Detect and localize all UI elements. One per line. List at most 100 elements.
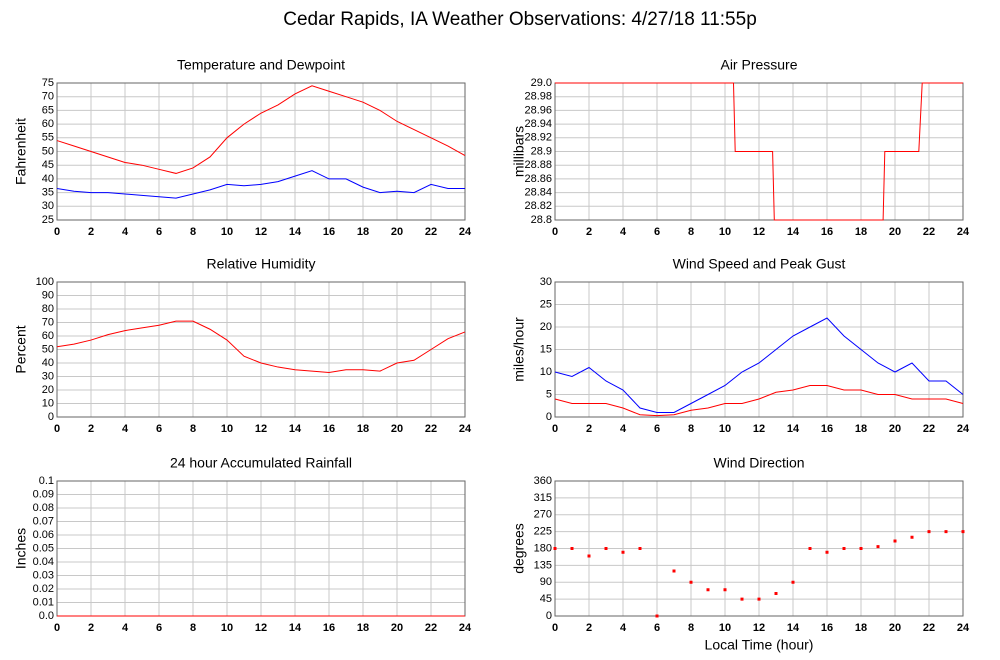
x-tick-label: 12 [255,226,267,238]
point [774,592,778,595]
plot-frame [554,281,964,418]
x-tick-label: 6 [654,226,660,238]
x-tick-label: 24 [957,622,970,634]
x-tick-label: 20 [391,423,403,435]
y-tick-label: 28.94 [524,118,552,130]
y-tick-label: 28.82 [524,200,552,212]
x-tick-label: 12 [255,622,267,634]
chart-title: Temperature and Dewpoint [177,57,345,73]
y-tick-label: 15 [540,343,552,355]
x-tick-label: 10 [221,622,233,634]
x-tick-label: 18 [357,423,369,435]
point [757,597,761,601]
point [604,547,608,550]
x-tick-label: 12 [753,423,765,435]
series-line [56,320,466,373]
series-line [56,170,465,199]
point [859,547,863,550]
chart-title: Relative Humidity [207,256,316,272]
y-tick-label: 0.08 [33,502,54,514]
y-tick-label: 0.09 [33,488,54,500]
x-tick-label: 14 [289,226,302,238]
point [825,550,829,554]
x-tick-label: 18 [855,423,867,435]
chart-title: 24 hour Accumulated Rainfall [170,455,352,471]
x-tick-label: 8 [190,622,196,634]
x-tick-label: 2 [586,226,592,238]
point [893,539,897,543]
y-tick-label: 360 [534,475,552,487]
y-tick-label: 28.9 [531,145,552,157]
y-tick-label: 30 [42,200,54,212]
y-tick-label: 0.04 [33,556,54,568]
x-tick-label: 22 [425,423,437,435]
point [876,545,880,549]
series-line [555,82,963,221]
point [570,547,574,550]
y-tick-label: 55 [42,132,54,144]
y-tick-label: 80 [42,303,54,315]
x-tick-label: 10 [221,226,233,238]
x-tick-label: 14 [787,226,800,238]
x-tick-label: 18 [855,226,867,238]
y-tick-label: 65 [42,104,54,116]
y-tick-label: 70 [42,316,54,328]
x-tick-label: 0 [54,622,60,634]
y-tick-label: 45 [540,593,552,605]
x-tick-label: 8 [190,423,196,435]
x-tick-label: 24 [459,226,472,238]
y-tick-label: 28.86 [524,173,552,185]
point [672,569,676,573]
y-tick-label: 60 [42,118,54,130]
y-tick-label: 0.0 [39,610,54,622]
y-tick-label: 20 [540,321,552,333]
x-tick-label: 20 [889,423,901,435]
y-tick-label: 315 [534,492,552,504]
x-tick-label: 0 [54,226,60,238]
x-tick-label: 4 [620,622,627,634]
series-line [56,85,466,174]
x-tick-label: 16 [323,622,335,634]
x-tick-label: 14 [787,423,800,435]
plot-frame [56,82,466,221]
point [910,535,914,539]
series-line [554,317,964,413]
x-tick-label: 16 [323,226,335,238]
x-tick-label: 6 [156,622,162,634]
point [706,588,710,592]
x-tick-label: 0 [552,622,558,634]
y-tick-label: 30 [540,276,552,288]
chart-title: Air Pressure [720,57,797,73]
x-tick-label: 2 [586,423,592,435]
y-tick-label: 0.03 [33,569,54,581]
x-tick-label: 24 [459,622,472,634]
x-tick-label: 8 [688,622,694,634]
x-tick-label: 12 [255,423,267,435]
y-tick-label: 5 [546,388,552,400]
x-tick-label: 2 [88,622,94,634]
y-tick-label: 25 [540,298,552,310]
x-tick-label: 18 [855,622,867,634]
y-tick-label: 90 [540,576,552,588]
point [638,547,642,550]
y-tick-label: 28.88 [524,159,552,171]
x-tick-label: 4 [122,226,129,238]
x-tick-label: 18 [357,226,369,238]
y-tick-label: 40 [42,357,54,369]
point [587,554,591,558]
y-tick-label: 270 [534,509,552,521]
page-title: Cedar Rapids, IA Weather Observations: 4… [283,9,757,30]
x-tick-label: 6 [156,226,162,238]
y-tick-label: 0.07 [33,515,54,527]
chart-title: Wind Speed and Peak Gust [673,256,846,272]
y-tick-label: 50 [42,145,54,157]
x-tick-label: 20 [391,226,403,238]
x-tick-label: 10 [221,423,233,435]
y-tick-label: 60 [42,330,54,342]
x-tick-label: 16 [821,226,833,238]
point [723,588,727,592]
y-tick-label: 0.02 [33,583,54,595]
series-line [554,385,964,417]
y-tick-label: 40 [42,173,54,185]
x-tick-label: 16 [821,423,833,435]
